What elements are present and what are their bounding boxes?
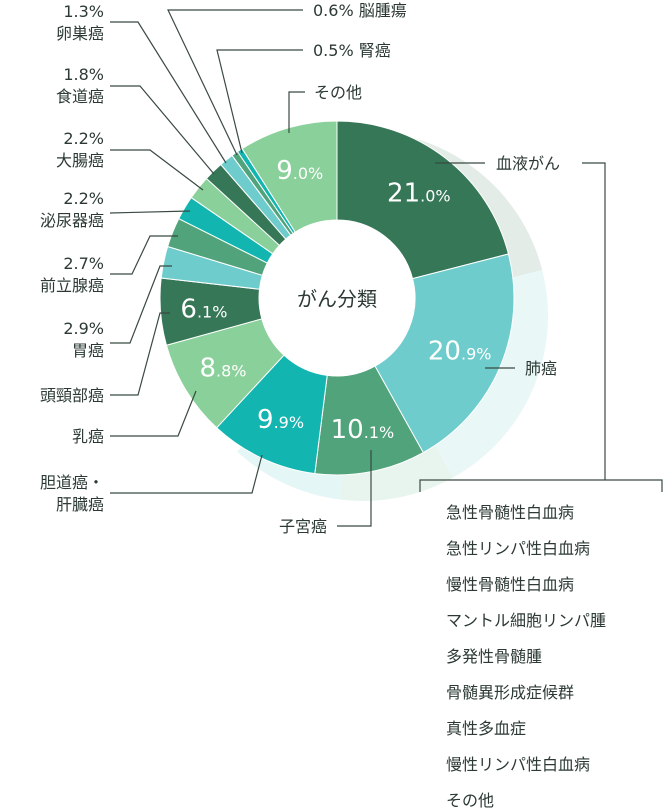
blood-cancer-subtypes-list: 急性骨髄性白血病急性リンパ性白血病慢性骨髄性白血病マントル細胞リンパ腫多発性骨髄… bbox=[446, 503, 606, 808]
leader-line bbox=[110, 454, 263, 494]
slice-label-prostate: 2.7%前立腺癌 bbox=[40, 254, 104, 295]
leader-lines-layer bbox=[109, 9, 663, 527]
slice-label-kidney: 0.5% 腎癌 bbox=[313, 41, 391, 60]
leader-line bbox=[110, 21, 227, 164]
slice-value-label: 21.0% bbox=[387, 179, 451, 209]
slice-value-label: 20.9% bbox=[428, 337, 492, 367]
value-labels-layer: 21.0% 20.9% 10.1% 9.9% 8.8% 6.1% 9.0% bbox=[180, 156, 491, 445]
leader-line bbox=[110, 265, 172, 344]
blood-cancer-subtype-item: マントル細胞リンパ腫 bbox=[446, 611, 606, 630]
leader-line bbox=[216, 49, 303, 154]
slice-label-blood-cancer: 血液がん bbox=[496, 154, 560, 173]
slice-label-colorectal: 2.2%大腸癌 bbox=[56, 129, 104, 170]
slice-value-label: 6.1% bbox=[180, 294, 227, 324]
donut-hole bbox=[259, 220, 415, 376]
leader-line bbox=[337, 450, 372, 527]
blood-cancer-subtype-item: 急性リンパ性白血病 bbox=[446, 539, 590, 558]
leader-line bbox=[110, 390, 197, 437]
slice-label-breast: 乳癌 bbox=[72, 427, 104, 446]
blood-cancer-subtype-item: 骨髄異形成症候群 bbox=[446, 683, 574, 702]
center-label: がん分類 bbox=[297, 287, 377, 311]
leader-line bbox=[110, 85, 215, 175]
blood-cancer-subtype-item: 慢性リンパ性白血病 bbox=[446, 755, 590, 774]
slice-label-brain: 0.6% 脳腫瘍 bbox=[313, 1, 407, 20]
blood-cancer-subtype-item: 急性骨髄性白血病 bbox=[446, 503, 574, 522]
slice-label-other: その他 bbox=[314, 83, 362, 102]
slice-label-ovarian: 1.3%卵巣癌 bbox=[56, 2, 104, 43]
slice-label-biliary-liver: 胆道癌・肝臓癌 bbox=[40, 473, 104, 514]
blood-cancer-subtype-item: その他 bbox=[446, 791, 494, 808]
leader-line bbox=[110, 149, 204, 191]
slice-label-head-neck: 頭頸部癌 bbox=[40, 386, 104, 405]
slice-value-label: 10.1% bbox=[331, 415, 395, 445]
slice-value-label: 8.8% bbox=[199, 353, 246, 383]
leader-line bbox=[582, 162, 606, 480]
leader-line bbox=[110, 312, 170, 396]
slice-label-esophageal: 1.8%食道癌 bbox=[56, 65, 104, 106]
blood-cancer-subtype-item: 多発性骨髄腫 bbox=[446, 647, 542, 666]
leader-line bbox=[109, 210, 191, 214]
slice-label-urology: 2.2%泌尿器癌 bbox=[40, 189, 104, 230]
slice-label-uterine: 子宮癌 bbox=[279, 517, 327, 536]
leader-line bbox=[167, 9, 303, 156]
slice-value-label: 9.9% bbox=[257, 405, 304, 435]
slice-label-stomach: 2.9%胃癌 bbox=[63, 319, 104, 360]
slice-value-label: 9.0% bbox=[276, 156, 323, 186]
slice-label-lung: 肺癌 bbox=[525, 359, 557, 378]
leader-line bbox=[288, 91, 305, 133]
leader-line bbox=[110, 235, 178, 275]
blood-cancer-subtype-item: 慢性骨髄性白血病 bbox=[446, 575, 574, 594]
leader-line bbox=[419, 479, 663, 492]
blood-cancer-subtype-item: 真性多血症 bbox=[446, 719, 526, 738]
